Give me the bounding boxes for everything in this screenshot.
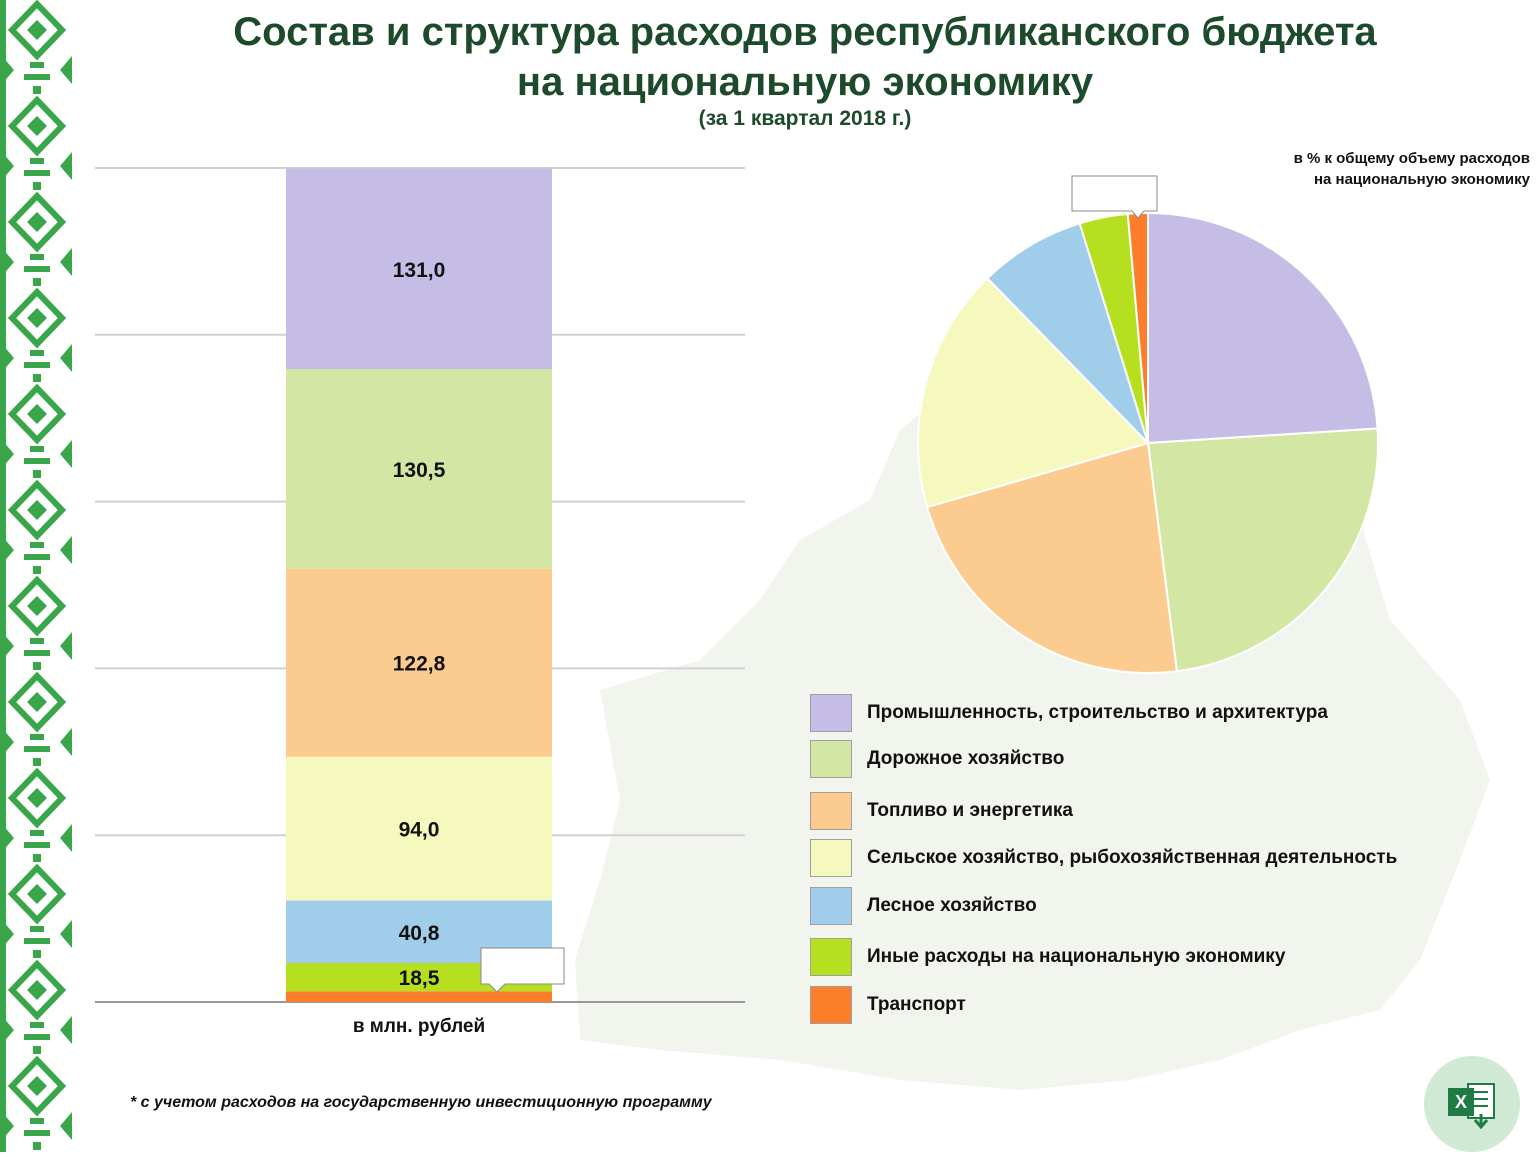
legend-item: Лесное хозяйство bbox=[810, 886, 1037, 926]
legend-item: Топливо и энергетика bbox=[810, 791, 1073, 831]
legend-swatch bbox=[810, 792, 852, 830]
legend-swatch bbox=[810, 740, 852, 778]
bar-segment bbox=[286, 168, 552, 370]
legend-label: Иные расходы на национальную экономику bbox=[867, 946, 1286, 967]
pie-callout-box bbox=[1071, 175, 1158, 219]
legend-label: Дорожное хозяйство bbox=[867, 748, 1065, 769]
legend-item: Иные расходы на национальную экономику bbox=[810, 937, 1285, 977]
pie-units-note: в % к общему объему расходов на национал… bbox=[1294, 148, 1530, 190]
svg-text:X: X bbox=[1455, 1092, 1467, 1112]
bar-segment bbox=[286, 369, 552, 569]
legend-item: Дорожное хозяйство bbox=[810, 739, 1064, 779]
legend-label: Топливо и энергетика bbox=[867, 800, 1073, 821]
bar-data-label: 94,0 bbox=[399, 819, 440, 842]
chart-subtitle: (за 1 квартал 2018 г.) bbox=[698, 107, 912, 130]
bar-data-label: 40,8 bbox=[399, 922, 440, 945]
legend-label: Промышленность, строительство и архитект… bbox=[867, 702, 1328, 723]
legend-swatch bbox=[810, 986, 852, 1024]
pie-slice bbox=[1147, 211, 1379, 445]
excel-download-icon: X bbox=[1448, 1083, 1495, 1130]
legend-item: Транспорт bbox=[810, 985, 966, 1025]
pie-units-note-line-1: в % к общему объему расходов bbox=[1293, 150, 1530, 167]
bar-data-label: 122,8 bbox=[393, 653, 446, 676]
legend-label: Сельское хозяйство, рыбохозяйственная де… bbox=[867, 847, 1398, 868]
bar-data-label: 18,5 bbox=[399, 967, 440, 990]
legend: Промышленность, строительство и архитект… bbox=[810, 693, 1510, 1033]
pie-slice bbox=[925, 441, 1178, 674]
pie-slice bbox=[917, 276, 1150, 509]
footnote: * с учетом расходов на государственную и… bbox=[130, 1094, 712, 1111]
bar-category-label: в млн. рублей bbox=[352, 1016, 486, 1037]
chart-title-line-2: на национальную экономику bbox=[516, 60, 1094, 104]
bar-data-label: 131,0 bbox=[393, 259, 446, 282]
ornament-band bbox=[0, 0, 74, 1152]
bar-segment bbox=[286, 756, 552, 901]
pie-slice bbox=[1146, 427, 1379, 673]
bar-segment bbox=[286, 568, 552, 757]
legend-swatch bbox=[810, 694, 852, 732]
legend-swatch bbox=[810, 839, 852, 877]
bar-data-label: 130,5 bbox=[393, 459, 446, 482]
legend-label: Лесное хозяйство bbox=[867, 895, 1037, 916]
legend-item: Промышленность, строительство и архитект… bbox=[810, 693, 1328, 733]
pie-slice bbox=[986, 222, 1149, 444]
legend-swatch bbox=[810, 938, 852, 976]
chart-title: Состав и структура расходов республиканс… bbox=[233, 10, 1377, 54]
excel-download-button[interactable]: X bbox=[1424, 1056, 1520, 1152]
legend-label: Транспорт bbox=[867, 994, 966, 1015]
bar-segment bbox=[286, 991, 552, 1002]
legend-swatch bbox=[810, 887, 852, 925]
bar-callout-box bbox=[480, 947, 565, 993]
legend-item: Сельское хозяйство, рыбохозяйственная де… bbox=[810, 838, 1397, 878]
pie-units-note-line-2: на национальную экономику bbox=[1313, 171, 1530, 188]
